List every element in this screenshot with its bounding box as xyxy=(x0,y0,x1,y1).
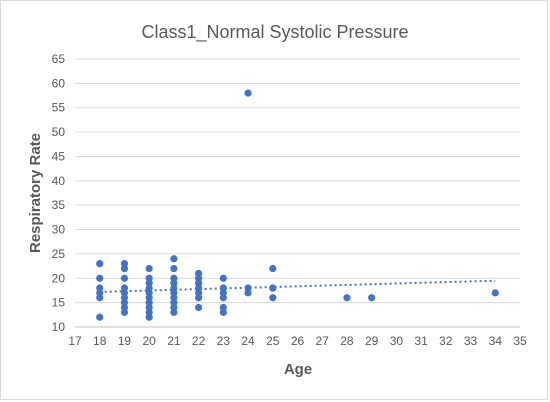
x-tick-label: 28 xyxy=(340,334,354,348)
data-point xyxy=(170,255,178,263)
y-tick-label: 20 xyxy=(52,271,66,285)
x-tick-label: 29 xyxy=(365,334,379,348)
y-tick-label: 25 xyxy=(52,247,66,261)
data-point xyxy=(170,274,178,282)
x-tick-label: 27 xyxy=(316,334,330,348)
data-point xyxy=(170,264,178,273)
data-point xyxy=(244,284,252,292)
x-tick-label: 22 xyxy=(192,334,206,348)
data-point xyxy=(343,294,351,302)
data-point xyxy=(120,274,129,282)
data-point xyxy=(491,289,499,297)
x-tick-label: 24 xyxy=(241,334,255,348)
y-tick-label: 10 xyxy=(52,320,66,334)
data-point xyxy=(120,284,129,292)
x-tick-label: 18 xyxy=(93,334,107,348)
data-point xyxy=(120,260,129,268)
x-axis-ticks: 17 18 19 20 21 22 23 24 25 26 27 28 29 30 31 32 33 34 35 xyxy=(68,334,527,348)
x-tick-label: 33 xyxy=(464,334,478,348)
linear-trendline xyxy=(99,279,496,293)
x-tick-label: 17 xyxy=(68,334,82,348)
x-tick-label: 19 xyxy=(118,334,132,348)
x-tick-label: 34 xyxy=(489,334,503,348)
x-tick-label: 35 xyxy=(513,334,527,348)
x-tick-label: 30 xyxy=(390,334,404,348)
y-tick-label: 55 xyxy=(52,101,66,115)
x-tick-label: 26 xyxy=(291,334,305,348)
data-point xyxy=(195,303,203,312)
trendline-layer xyxy=(99,279,496,293)
data-point xyxy=(269,284,277,292)
x-tick-label: 23 xyxy=(217,334,231,348)
data-point xyxy=(269,294,277,302)
data-point xyxy=(195,269,203,277)
data-point xyxy=(145,274,153,282)
data-point xyxy=(269,264,277,273)
x-tick-label: 21 xyxy=(167,334,181,348)
y-tick-label: 15 xyxy=(52,296,66,310)
data-point xyxy=(244,89,252,97)
x-tick-label: 20 xyxy=(142,334,156,348)
data-points xyxy=(96,89,499,321)
y-axis-ticks: 10 15 20 25 30 35 40 45 50 55 60 65 xyxy=(52,52,66,334)
data-point xyxy=(219,303,227,312)
y-tick-label: 35 xyxy=(52,198,66,212)
y-tick-label: 50 xyxy=(52,125,66,139)
data-point xyxy=(96,284,104,292)
data-point xyxy=(219,284,227,292)
y-tick-label: 60 xyxy=(52,76,66,90)
y-tick-label: 65 xyxy=(52,52,66,66)
gridlines xyxy=(75,58,520,328)
chart-title: Class1_Normal Systolic Pressure xyxy=(141,22,408,43)
y-axis-title: Respiratory Rate xyxy=(27,133,44,253)
data-point xyxy=(368,294,376,302)
data-point xyxy=(96,274,104,282)
x-tick-label: 32 xyxy=(439,334,453,348)
y-tick-label: 30 xyxy=(52,223,66,237)
y-tick-label: 45 xyxy=(52,149,66,163)
x-tick-label: 25 xyxy=(266,334,280,348)
data-point xyxy=(96,260,104,268)
data-point xyxy=(219,274,227,282)
data-point xyxy=(145,264,153,273)
data-point xyxy=(96,313,104,321)
x-tick-label: 31 xyxy=(414,334,428,348)
x-axis-title: Age xyxy=(284,361,312,378)
y-tick-label: 40 xyxy=(52,174,66,188)
